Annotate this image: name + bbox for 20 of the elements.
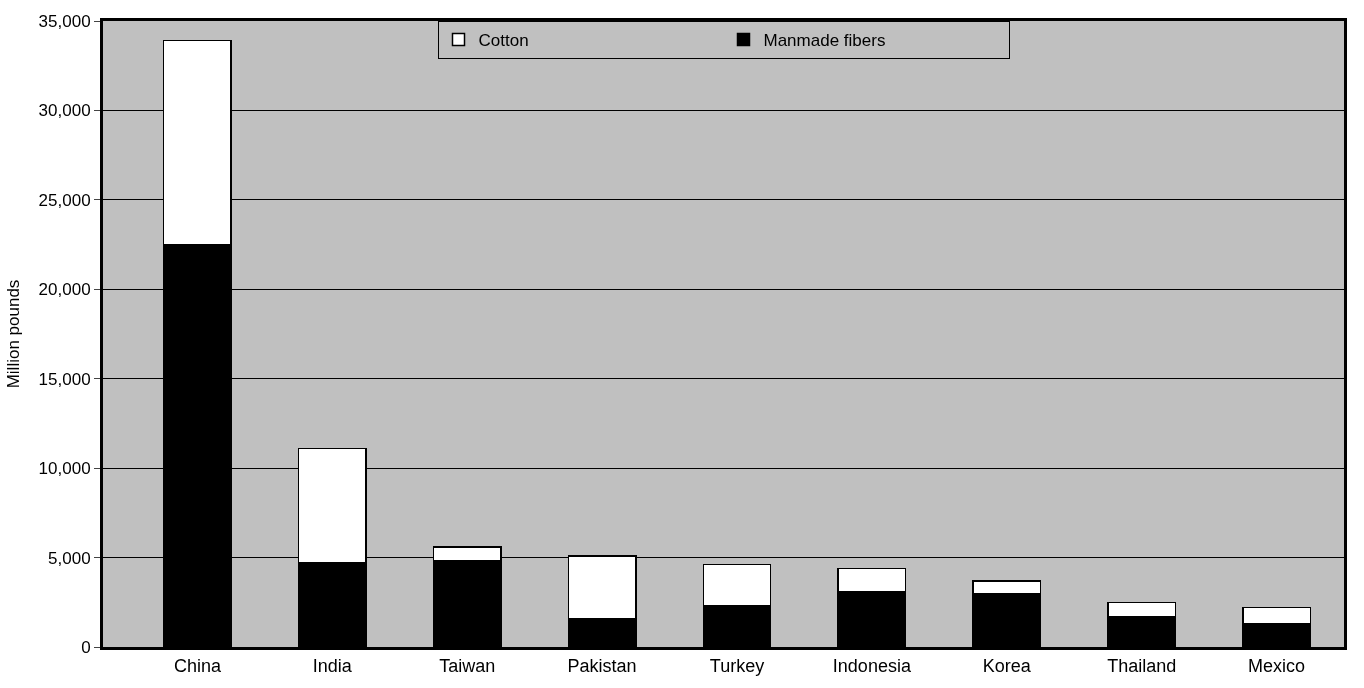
legend-label: Cotton xyxy=(478,31,529,51)
x-tick-label: Taiwan xyxy=(439,655,496,676)
x-tick-label: Korea xyxy=(982,655,1032,676)
x-tick-label: China xyxy=(173,655,222,676)
x-tick-label: Mexico xyxy=(1248,655,1306,676)
y-tick-label: 35,000 xyxy=(38,11,91,31)
y-tick-label: 30,000 xyxy=(38,101,91,121)
y-tick-label: 5,000 xyxy=(48,548,91,568)
y-axis-title: Million pounds xyxy=(4,279,24,389)
legend-label: Manmade fibers xyxy=(763,31,886,51)
x-tick-label: India xyxy=(312,655,353,676)
y-tick-label: 20,000 xyxy=(38,280,91,300)
x-tick-label: Turkey xyxy=(709,655,765,676)
y-tick-label: 15,000 xyxy=(38,369,91,389)
x-tick-label: Thailand xyxy=(1107,655,1177,676)
y-tick-label: 0 xyxy=(81,637,91,657)
x-tick-label: Indonesia xyxy=(832,655,912,676)
y-tick-label: 10,000 xyxy=(38,459,91,479)
y-tick-label: 25,000 xyxy=(38,190,91,210)
x-tick-label: Pakistan xyxy=(567,655,637,676)
